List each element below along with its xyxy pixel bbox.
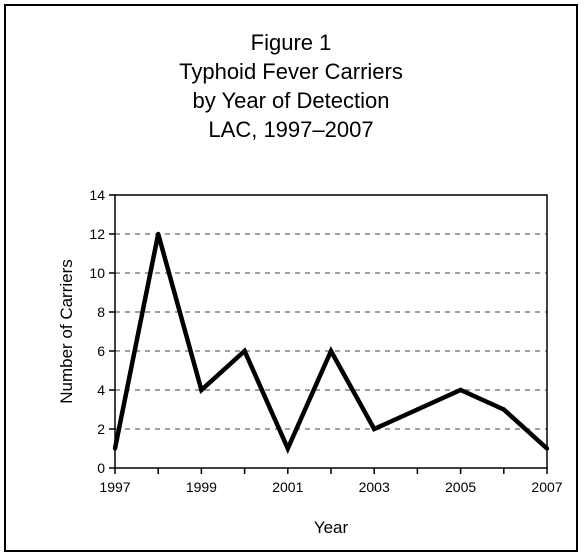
figure-frame: Figure 1 Typhoid Fever Carriers by Year … [4,4,578,552]
x-axis-tick-labels: 1997 1999 2001 2003 2005 2007 [99,479,562,495]
gridlines [115,233,547,430]
chart-title: Figure 1 Typhoid Fever Carriers by Year … [6,28,576,144]
y-tick-label: 6 [97,343,105,359]
y-tick-label: 8 [97,304,105,320]
data-point [415,407,420,412]
x-tick-label: 1997 [99,479,130,495]
x-tick-label: 2003 [359,479,390,495]
data-points [112,231,550,451]
y-tick-label: 10 [89,265,105,281]
data-point [285,446,290,451]
title-line-2: Typhoid Fever Carriers [179,59,403,84]
y-tick-label: 14 [89,187,105,203]
y-tick-label: 4 [97,382,105,398]
x-axis-label: Year [314,518,349,537]
y-tick-label: 12 [89,226,105,242]
x-tick-label: 2001 [272,479,303,495]
data-point [242,348,247,354]
data-point [199,387,204,393]
axis-ticks [109,194,548,474]
data-point [372,426,377,432]
y-tick-label: 0 [97,460,105,476]
series-line [112,233,549,455]
data-point [328,348,334,354]
title-line-1: Figure 1 [250,30,332,55]
x-tick-label: 2005 [445,479,476,495]
title-line-3: by Year of Detection [192,88,390,113]
plot-area [114,194,548,469]
data-point [156,231,161,237]
y-tick-label: 2 [97,421,105,437]
data-point [544,446,550,451]
data-point [501,407,506,412]
data-point [458,387,463,393]
x-tick-label: 1999 [186,479,217,495]
title-line-4: LAC, 1997–2007 [208,117,374,142]
x-tick-label: 2007 [531,479,562,495]
y-axis-label: Number of Carriers [57,259,76,404]
data-point [112,446,118,451]
y-axis-tick-labels: 0 2 4 6 8 10 12 14 [89,187,105,476]
